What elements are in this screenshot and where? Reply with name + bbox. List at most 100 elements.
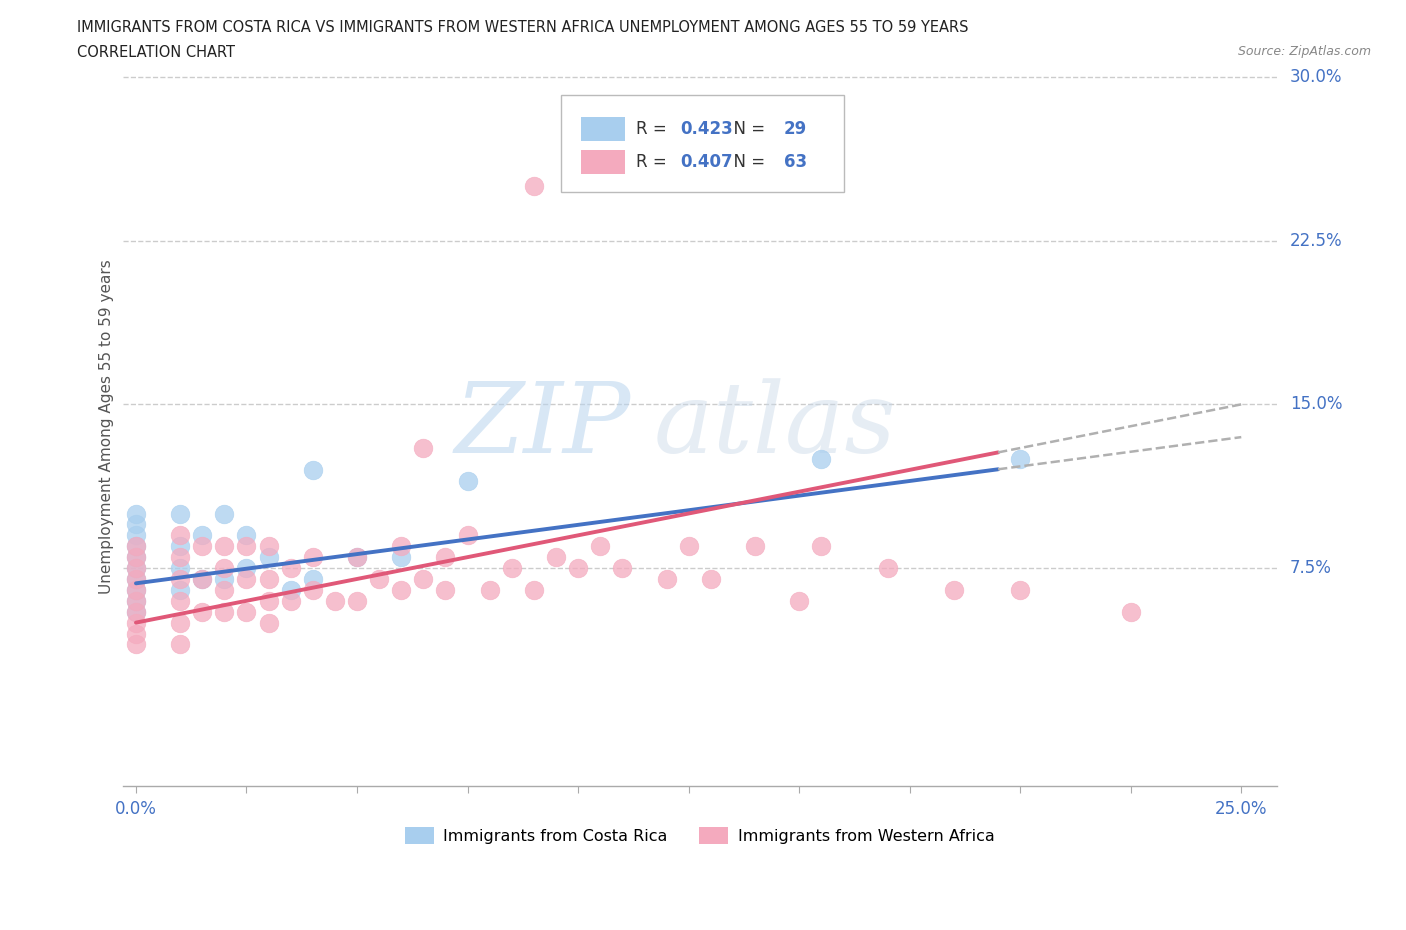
Point [235, 572, 257, 587]
Point [257, 550, 280, 565]
Point [389, 538, 412, 553]
Point [612, 561, 634, 576]
Text: R =: R = [636, 153, 672, 171]
Point [169, 506, 191, 521]
Point [678, 538, 700, 553]
Point [125, 582, 148, 597]
Point [257, 538, 280, 553]
Point [346, 550, 368, 565]
Point [301, 582, 323, 597]
Point [323, 593, 346, 608]
Point [125, 637, 148, 652]
Point [389, 582, 412, 597]
Point [544, 550, 567, 565]
Point [214, 604, 236, 619]
Point [235, 528, 257, 543]
Text: 15.0%: 15.0% [1289, 395, 1343, 414]
Point [257, 615, 280, 630]
Text: N =: N = [723, 153, 770, 171]
Point [1010, 451, 1032, 466]
Point [235, 538, 257, 553]
Text: R =: R = [636, 120, 672, 138]
Point [169, 550, 191, 565]
Point [346, 550, 368, 565]
Point [125, 572, 148, 587]
Point [191, 572, 214, 587]
Point [301, 462, 323, 477]
Point [169, 637, 191, 652]
Y-axis label: Unemployment Among Ages 55 to 59 years: Unemployment Among Ages 55 to 59 years [100, 259, 114, 593]
Point [478, 582, 501, 597]
Point [257, 572, 280, 587]
Point [699, 572, 721, 587]
Point [125, 572, 148, 587]
Point [744, 538, 766, 553]
Point [501, 561, 523, 576]
Point [191, 604, 214, 619]
Point [523, 179, 546, 193]
Point [125, 582, 148, 597]
Text: 0.423: 0.423 [681, 120, 733, 138]
Point [567, 561, 589, 576]
Point [169, 528, 191, 543]
Point [346, 593, 368, 608]
Text: 7.5%: 7.5% [1289, 559, 1331, 577]
Point [1010, 582, 1032, 597]
FancyBboxPatch shape [561, 95, 844, 193]
Point [125, 517, 148, 532]
Legend: Immigrants from Costa Rica, Immigrants from Western Africa: Immigrants from Costa Rica, Immigrants f… [398, 821, 1001, 850]
Text: 63: 63 [785, 153, 807, 171]
Text: Source: ZipAtlas.com: Source: ZipAtlas.com [1237, 45, 1371, 58]
Point [301, 572, 323, 587]
Point [301, 550, 323, 565]
Text: ZIP: ZIP [454, 379, 630, 474]
Point [412, 572, 434, 587]
Point [125, 626, 148, 641]
Point [257, 593, 280, 608]
Point [125, 561, 148, 576]
Text: atlas: atlas [654, 379, 896, 474]
Point [1119, 604, 1142, 619]
Point [368, 572, 391, 587]
FancyBboxPatch shape [581, 117, 624, 140]
Point [191, 538, 214, 553]
Point [214, 506, 236, 521]
Point [169, 582, 191, 597]
Point [389, 550, 412, 565]
Point [125, 538, 148, 553]
Point [589, 538, 612, 553]
Text: 0.407: 0.407 [681, 153, 733, 171]
Text: N =: N = [723, 120, 770, 138]
Point [125, 528, 148, 543]
Point [942, 582, 965, 597]
Point [125, 538, 148, 553]
Point [280, 561, 302, 576]
Point [125, 604, 148, 619]
Point [169, 593, 191, 608]
Point [280, 582, 302, 597]
Point [214, 572, 236, 587]
Point [810, 538, 832, 553]
Point [235, 604, 257, 619]
Text: 29: 29 [785, 120, 807, 138]
Point [125, 550, 148, 565]
Point [214, 582, 236, 597]
Point [169, 615, 191, 630]
Point [523, 582, 546, 597]
Point [125, 561, 148, 576]
Point [125, 550, 148, 565]
FancyBboxPatch shape [581, 150, 624, 174]
Text: 30.0%: 30.0% [1289, 68, 1343, 86]
Point [235, 561, 257, 576]
Text: IMMIGRANTS FROM COSTA RICA VS IMMIGRANTS FROM WESTERN AFRICA UNEMPLOYMENT AMONG : IMMIGRANTS FROM COSTA RICA VS IMMIGRANTS… [77, 20, 969, 35]
Point [125, 593, 148, 608]
Point [125, 593, 148, 608]
Point [457, 528, 479, 543]
Point [412, 441, 434, 456]
Point [655, 572, 678, 587]
Point [434, 582, 457, 597]
Point [169, 538, 191, 553]
Text: 22.5%: 22.5% [1289, 232, 1343, 250]
Point [125, 506, 148, 521]
Point [191, 528, 214, 543]
